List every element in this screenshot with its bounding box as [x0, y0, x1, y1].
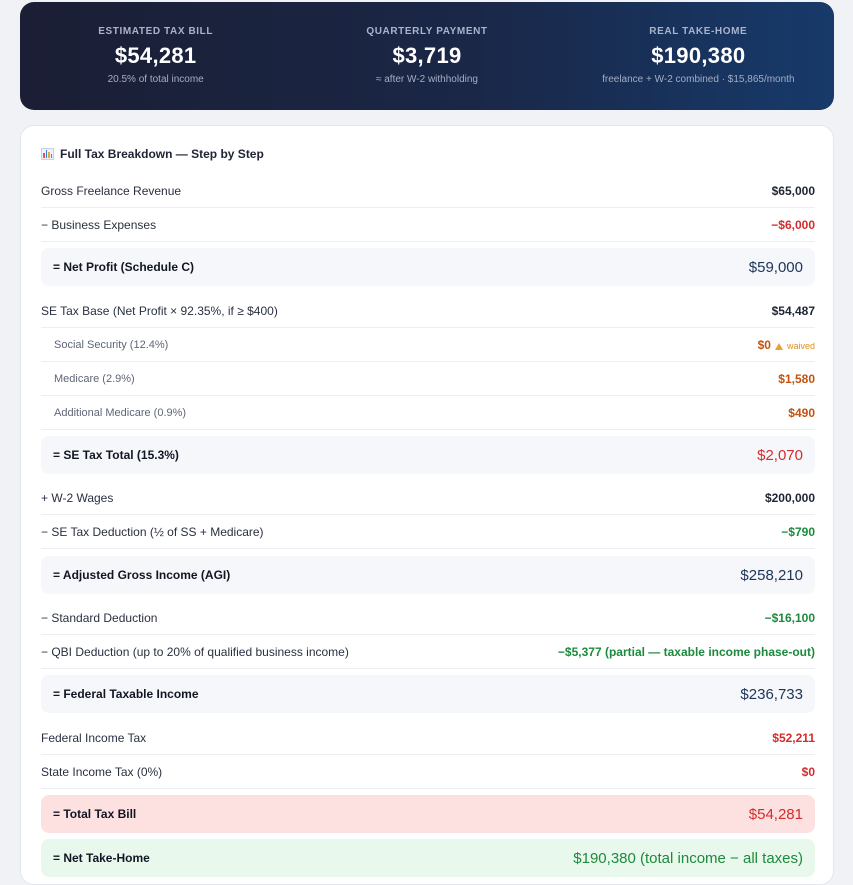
- qbi-deduction-row: − QBI Deduction (up to 20% of qualified …: [41, 635, 815, 669]
- net-take-home-row: = Net Take-Home $190,380 (total income −…: [41, 839, 815, 877]
- take-home-label: REAL TAKE-HOME: [649, 26, 748, 37]
- se-tax-total-row: = SE Tax Total (15.3%) $2,070: [41, 436, 815, 474]
- state-income-tax-row: State Income Tax (0%) $0: [41, 755, 815, 789]
- social-security-row: Social Security (12.4%) $0 waived: [41, 328, 815, 362]
- federal-income-tax-row: Federal Income Tax $52,211: [41, 721, 815, 755]
- net-profit-value: $59,000: [748, 258, 803, 276]
- quarterly-payment-stat: QUARTERLY PAYMENT $3,719 ≈ after W-2 wit…: [291, 2, 562, 110]
- net-take-home-value: $190,380 (total income − all taxes): [573, 849, 803, 867]
- social-security-value-group: $0 waived: [758, 338, 815, 352]
- tax-bill-stat: ESTIMATED TAX BILL $54,281 20.5% of tota…: [20, 2, 291, 110]
- total-tax-bill-row: = Total Tax Bill $54,281: [41, 795, 815, 833]
- qbi-deduction-label: − QBI Deduction (up to 20% of qualified …: [41, 644, 349, 659]
- additional-medicare-value: $490: [788, 405, 815, 420]
- se-tax-total-value: $2,070: [757, 446, 803, 464]
- breakdown-title: Full Tax Breakdown — Step by Step: [41, 147, 264, 161]
- se-tax-base-value: $54,487: [771, 303, 815, 318]
- se-tax-deduction-value: −$790: [781, 524, 815, 539]
- qbi-deduction-value: −$5,377 (partial — taxable income phase-…: [557, 644, 815, 659]
- se-tax-total-label: = SE Tax Total (15.3%): [53, 448, 179, 462]
- business-expenses-row: − Business Expenses −$6,000: [41, 208, 815, 242]
- standard-deduction-value: −$16,100: [764, 610, 815, 625]
- tax-bill-subtext: 20.5% of total income: [107, 74, 204, 85]
- quarterly-payment-label: QUARTERLY PAYMENT: [366, 26, 488, 37]
- state-income-tax-label: State Income Tax (0%): [41, 764, 163, 779]
- se-tax-deduction-row: − SE Tax Deduction (½ of SS + Medicare) …: [41, 515, 815, 549]
- additional-medicare-row: Additional Medicare (0.9%) $490: [41, 396, 815, 430]
- net-take-home-label: = Net Take-Home: [53, 851, 150, 865]
- gross-revenue-row: Gross Freelance Revenue $65,000: [41, 174, 815, 208]
- federal-taxable-value: $236,733: [740, 685, 803, 703]
- quarterly-payment-subtext: ≈ after W-2 withholding: [375, 74, 478, 85]
- take-home-stat: REAL TAKE-HOME $190,380 freelance + W-2 …: [563, 2, 834, 110]
- federal-taxable-label: = Federal Taxable Income: [53, 687, 199, 701]
- gross-revenue-value: $65,000: [771, 183, 815, 198]
- se-tax-base-row: SE Tax Base (Net Profit × 92.35%, if ≥ $…: [41, 294, 815, 328]
- standard-deduction-label: − Standard Deduction: [41, 610, 158, 625]
- bar-chart-icon: [41, 148, 54, 160]
- business-expenses-label: − Business Expenses: [41, 217, 157, 232]
- state-income-tax-value: $0: [801, 764, 815, 779]
- federal-income-tax-value: $52,211: [772, 730, 815, 745]
- net-profit-label: = Net Profit (Schedule C): [53, 260, 195, 274]
- waived-note: waived: [786, 340, 815, 351]
- medicare-row: Medicare (2.9%) $1,580: [41, 362, 815, 396]
- standard-deduction-row: − Standard Deduction −$16,100: [41, 601, 815, 635]
- agi-label: = Adjusted Gross Income (AGI): [53, 568, 231, 582]
- breakdown-title-text: Full Tax Breakdown — Step by Step: [60, 147, 264, 161]
- summary-banner: ESTIMATED TAX BILL $54,281 20.5% of tota…: [20, 2, 834, 110]
- total-tax-bill-value: $54,281: [748, 805, 803, 823]
- quarterly-payment-value: $3,719: [392, 43, 462, 68]
- w2-wages-label: + W-2 Wages: [41, 490, 114, 505]
- federal-taxable-row: = Federal Taxable Income $236,733: [41, 675, 815, 713]
- social-security-value: $0: [757, 337, 771, 352]
- agi-row: = Adjusted Gross Income (AGI) $258,210: [41, 556, 815, 594]
- medicare-value: $1,580: [778, 371, 815, 386]
- w2-wages-row: + W-2 Wages $200,000: [41, 481, 815, 515]
- se-tax-deduction-label: − SE Tax Deduction (½ of SS + Medicare): [41, 524, 264, 539]
- tax-breakdown-card: Full Tax Breakdown — Step by Step Gross …: [20, 125, 834, 885]
- gross-revenue-label: Gross Freelance Revenue: [41, 183, 182, 198]
- take-home-value: $190,380: [651, 43, 746, 68]
- total-tax-bill-label: = Total Tax Bill: [53, 807, 137, 821]
- w2-wages-value: $200,000: [764, 490, 815, 505]
- agi-value: $258,210: [740, 566, 803, 584]
- federal-income-tax-label: Federal Income Tax: [41, 730, 147, 745]
- take-home-subtext: freelance + W-2 combined · $15,865/month: [602, 74, 795, 85]
- medicare-label: Medicare (2.9%): [54, 372, 135, 385]
- tax-bill-label: ESTIMATED TAX BILL: [98, 26, 214, 37]
- social-security-label: Social Security (12.4%): [54, 338, 169, 351]
- net-profit-row: = Net Profit (Schedule C) $59,000: [41, 248, 815, 286]
- warning-icon: [774, 342, 783, 350]
- business-expenses-value: −$6,000: [771, 217, 815, 232]
- tax-bill-value: $54,281: [114, 43, 197, 68]
- additional-medicare-label: Additional Medicare (0.9%): [54, 406, 187, 419]
- se-tax-base-label: SE Tax Base (Net Profit × 92.35%, if ≥ $…: [41, 303, 278, 318]
